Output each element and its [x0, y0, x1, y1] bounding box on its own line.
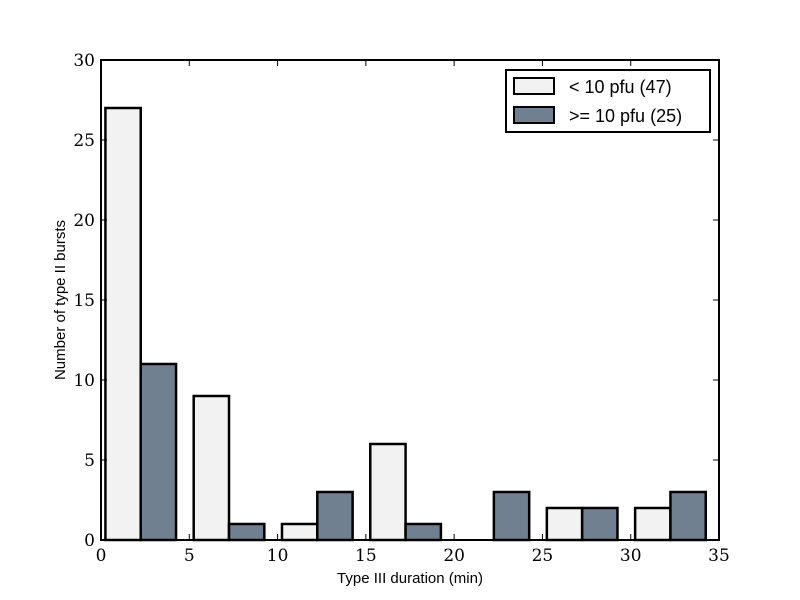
y-tick-label: 30 [73, 51, 95, 71]
plot-frame [100, 59, 720, 541]
bar-series1-bin3 [404, 522, 443, 542]
bar-series0-bin6 [633, 506, 672, 542]
legend-label-over-10-pfu: >= 10 pfu (25) [569, 106, 682, 126]
x-tick-label: 25 [532, 546, 554, 566]
x-tick-label: 15 [355, 546, 377, 566]
bar-series0-bin3 [369, 442, 407, 542]
bar-series1-bin2 [316, 490, 354, 542]
bar-series0-bin2 [280, 522, 319, 542]
ticks-group: 0 5 10 15 20 25 30 35 0 5 10 15 20 25 30 [73, 51, 729, 566]
legend-swatch-under-10-pfu [513, 77, 555, 95]
y-tick-label: 25 [73, 131, 95, 151]
bar-series1-bin5 [580, 506, 619, 542]
bars-group [104, 106, 708, 542]
y-tick-label: 15 [73, 291, 95, 311]
y-axis-label: Number of type II bursts [52, 220, 69, 380]
bar-series1-bin0 [139, 362, 178, 542]
legend: < 10 pfu (47) >= 10 pfu (25) [505, 69, 711, 133]
x-axis-label: Type III duration (min) [337, 570, 483, 587]
y-tick-label: 0 [84, 531, 95, 551]
bar-series0-bin5 [545, 506, 584, 542]
x-tick-label: 0 [96, 546, 107, 566]
bar-series1-bin6 [669, 490, 708, 542]
x-tick-label: 10 [267, 546, 289, 566]
x-tick-label: 5 [184, 546, 195, 566]
legend-label-under-10-pfu: < 10 pfu (47) [569, 77, 672, 97]
x-tick-label: 35 [708, 546, 730, 566]
x-tick-label: 30 [620, 546, 642, 566]
y-tick-label: 5 [84, 451, 95, 471]
bar-series1-bin4 [492, 490, 531, 542]
bar-series0-bin0 [104, 106, 142, 542]
legend-swatch-over-10-pfu [513, 106, 555, 124]
bar-series1-bin1 [227, 522, 266, 542]
bar-series0-bin1 [192, 394, 231, 542]
x-tick-label: 20 [443, 546, 465, 566]
y-tick-label: 20 [73, 211, 95, 231]
y-tick-label: 10 [73, 371, 95, 391]
